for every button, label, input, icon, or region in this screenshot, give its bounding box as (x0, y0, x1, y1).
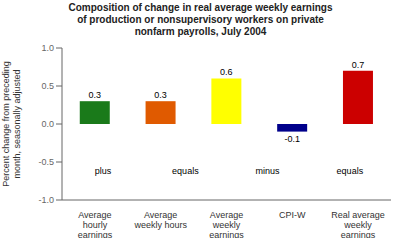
svg-text:equals: equals (337, 166, 364, 176)
html-text:Composition of change in real: Composition of change in real average we… (68, 2, 333, 37)
svg-text:0.3: 0.3 (89, 90, 102, 100)
svg-text:0.7: 0.7 (352, 60, 365, 70)
svg-text:Averageweekly hours: Averageweekly hours (133, 210, 187, 230)
svg-text:Percent change from precedingm: Percent change from precedingmonth, seas… (8, 61, 22, 187)
svg-text:minus: minus (256, 166, 281, 176)
svg-text:1.0: 1.0 (41, 43, 54, 53)
svg-text:-0.1: -0.1 (284, 134, 300, 144)
svg-text:0.6: 0.6 (220, 67, 233, 77)
svg-text:0.5: 0.5 (41, 81, 54, 91)
svg-text:-1.0: -1.0 (38, 195, 54, 205)
svg-text:Averagehourlyearnings: Averagehourlyearnings (78, 210, 113, 238)
svg-text:plus: plus (95, 166, 112, 176)
svg-text:Averageweeklyearnings: Averageweeklyearnings (209, 210, 244, 238)
svg-text:equals: equals (172, 166, 199, 176)
svg-text:Real averageweeklyearnings: Real averageweeklyearnings (331, 210, 385, 238)
svg-text:CPI-W: CPI-W (279, 210, 306, 220)
svg-text:0.0: 0.0 (41, 119, 54, 129)
svg-text:-0.5: -0.5 (38, 157, 54, 167)
svg-text:0.3: 0.3 (154, 90, 167, 100)
